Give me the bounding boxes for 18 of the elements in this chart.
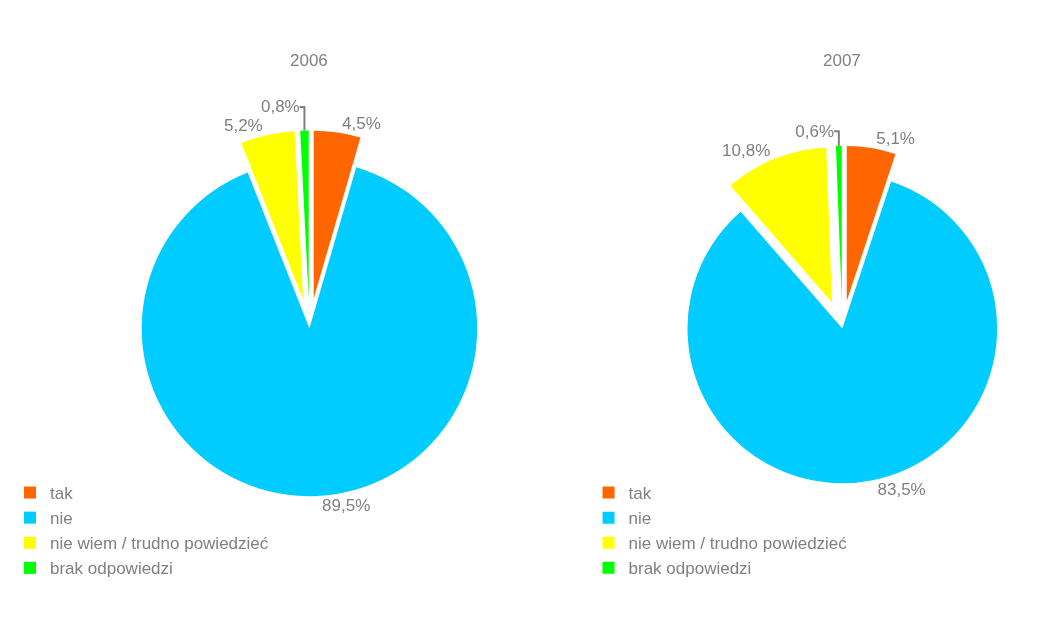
data-label: 5,2% — [223, 116, 263, 136]
legend-label: nie — [50, 509, 73, 529]
data-label: 5,1% — [876, 129, 915, 149]
legend-label: brak odpowiedzi — [50, 559, 173, 579]
legend-label: nie wiem / trudno powiedzieć — [628, 534, 848, 554]
data-label: 0,6% — [795, 121, 835, 141]
legend-label: brak odpowiedzi — [628, 559, 752, 579]
data-label: 89,5% — [322, 495, 371, 515]
data-label: 0,8% — [260, 97, 300, 117]
legend-label: tak — [628, 484, 652, 504]
chart-title: 2007 — [823, 51, 861, 70]
data-label: 10,8% — [722, 140, 771, 160]
chart-title: 2006 — [290, 51, 328, 70]
legend-label: nie wiem / trudno powiedzieć — [50, 534, 269, 554]
data-label: 83,5% — [877, 479, 926, 499]
legend-label: nie — [628, 509, 652, 529]
data-label: 4,5% — [342, 113, 381, 133]
legend-label: tak — [50, 484, 74, 504]
